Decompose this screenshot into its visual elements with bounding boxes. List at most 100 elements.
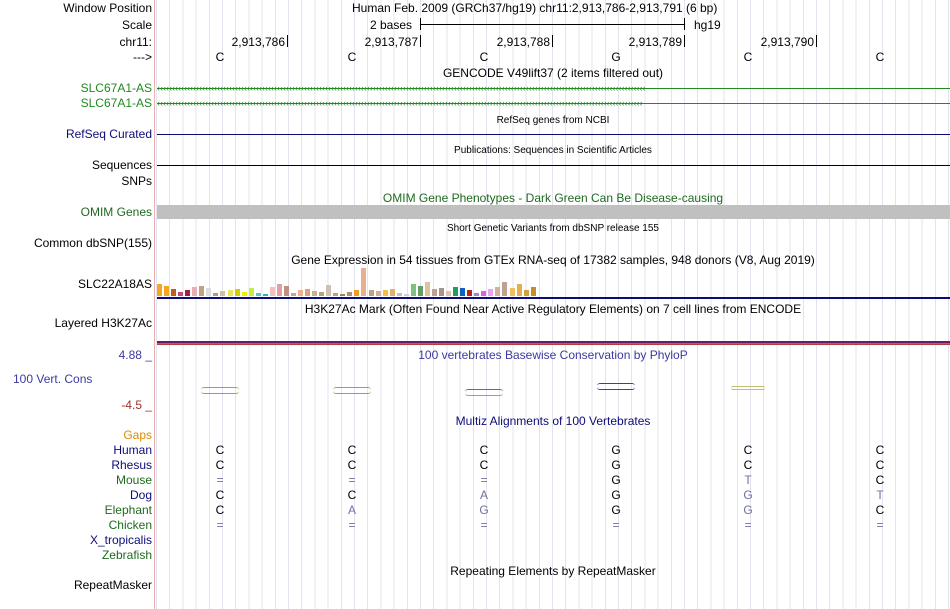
gtex-bar[interactable]: [509, 288, 515, 296]
gtex-bar[interactable]: [340, 294, 346, 296]
species-label[interactable]: Rhesus: [111, 458, 152, 472]
h3k27ac-label[interactable]: Layered H3K27Ac: [54, 316, 152, 330]
gtex-bar[interactable]: [227, 290, 233, 296]
gtex-bar-chart[interactable]: [157, 266, 557, 296]
snps-label[interactable]: SNPs: [121, 174, 152, 188]
gtex-bar[interactable]: [333, 293, 339, 296]
gtex-bar[interactable]: [283, 286, 289, 296]
gtex-bar[interactable]: [220, 291, 226, 296]
species-label[interactable]: Human: [113, 443, 152, 457]
species-label[interactable]: Zebrafish: [101, 548, 152, 562]
dbsnp-title: Short Genetic Variants from dbSNP releas…: [447, 223, 659, 234]
aligned-base: =: [612, 518, 620, 532]
gtex-bar[interactable]: [206, 288, 212, 296]
aligned-base: C: [347, 443, 357, 457]
refseq-line[interactable]: [157, 134, 950, 135]
gtex-bar[interactable]: [530, 287, 536, 296]
aligned-base: =: [216, 473, 224, 487]
gtex-bar[interactable]: [241, 292, 247, 296]
gtex-bar[interactable]: [361, 268, 367, 296]
gtex-bar[interactable]: [467, 290, 473, 296]
gtex-gene-line[interactable]: [157, 297, 950, 299]
sequences-label[interactable]: Sequences: [91, 158, 152, 172]
gtex-bar[interactable]: [439, 288, 444, 296]
gtex-bar[interactable]: [178, 292, 184, 296]
gtex-bar[interactable]: [424, 282, 430, 296]
gtex-bar[interactable]: [403, 294, 409, 296]
gtex-bar[interactable]: [523, 290, 529, 296]
gencode-item-1[interactable]: SLC67A1-AS: [80, 81, 152, 95]
cons-label[interactable]: 100 Vert. Cons: [13, 372, 93, 386]
omim-gene-bar[interactable]: [157, 205, 950, 219]
refseq-label[interactable]: RefSeq Curated: [65, 127, 152, 141]
gtex-bar[interactable]: [495, 287, 501, 296]
gtex-bar[interactable]: [431, 289, 437, 296]
gtex-bar[interactable]: [255, 293, 261, 296]
gtex-bar[interactable]: [354, 290, 360, 296]
species-label[interactable]: X_tropicalis: [89, 533, 152, 547]
h3k27ac-signal-3: [157, 344, 950, 345]
species-label[interactable]: Mouse: [115, 473, 152, 487]
gtex-bar[interactable]: [312, 291, 318, 296]
gtex-gene-label[interactable]: SLC22A18AS: [77, 277, 152, 291]
aligned-base: A: [479, 488, 488, 502]
gtex-bar[interactable]: [305, 289, 311, 296]
gtex-bar[interactable]: [347, 292, 353, 296]
gtex-bar[interactable]: [375, 291, 381, 296]
gtex-bar[interactable]: [516, 284, 522, 296]
gencode-gene-line-1[interactable]: [157, 88, 950, 89]
gtex-bar[interactable]: [417, 286, 423, 296]
gtex-bar[interactable]: [185, 290, 191, 296]
gtex-bar[interactable]: [157, 284, 162, 296]
gtex-bar[interactable]: [192, 287, 198, 296]
gtex-bar[interactable]: [290, 293, 296, 296]
aligned-base: T: [744, 473, 752, 487]
gtex-bar[interactable]: [460, 288, 466, 296]
gencode-strand-chevrons-1: ‹‹‹‹‹‹‹‹‹‹‹‹‹‹‹‹‹‹‹‹‹‹‹‹‹‹‹‹‹‹‹‹‹‹‹‹‹‹‹‹…: [157, 83, 646, 93]
gtex-bar[interactable]: [171, 289, 177, 296]
gencode-item-2[interactable]: SLC67A1-AS: [80, 96, 152, 110]
gtex-bar[interactable]: [474, 293, 480, 296]
gtex-bar[interactable]: [164, 286, 170, 296]
gtex-bar[interactable]: [368, 290, 374, 296]
gtex-bar[interactable]: [382, 290, 388, 296]
gtex-bar[interactable]: [213, 293, 219, 296]
gtex-bar[interactable]: [269, 287, 275, 296]
gtex-bar[interactable]: [262, 294, 268, 296]
gtex-bar[interactable]: [446, 291, 452, 296]
reference-base: C: [875, 50, 885, 64]
aligned-base: =: [480, 518, 488, 532]
gtex-bar[interactable]: [481, 291, 487, 296]
gencode-gene-line-2[interactable]: [157, 103, 950, 104]
window-position-value[interactable]: Human Feb. 2009 (GRCh37/hg19) chr11:2,91…: [352, 1, 718, 15]
aligned-base: G: [611, 443, 621, 457]
dbsnp-label[interactable]: Common dbSNP(155): [33, 236, 152, 250]
omim-label[interactable]: OMIM Genes: [80, 205, 152, 219]
aligned-base: C: [215, 503, 225, 517]
gtex-bar[interactable]: [488, 289, 494, 296]
gtex-bar[interactable]: [410, 284, 416, 296]
ruler-tick: [816, 35, 817, 47]
gtex-bar[interactable]: [234, 289, 240, 296]
sequences-line[interactable]: [157, 165, 950, 166]
gtex-bar[interactable]: [326, 285, 332, 296]
gtex-bar[interactable]: [298, 290, 303, 296]
gtex-bar[interactable]: [248, 288, 254, 296]
gaps-label: Gaps: [123, 428, 152, 442]
reference-base: C: [479, 50, 489, 64]
h3k27ac-signal-1: [157, 341, 950, 343]
species-label[interactable]: Chicken: [108, 518, 152, 532]
gtex-bar[interactable]: [276, 284, 282, 296]
species-label[interactable]: Dog: [129, 488, 152, 502]
gtex-bar[interactable]: [199, 286, 205, 296]
aligned-base: C: [743, 458, 753, 472]
gtex-bar[interactable]: [396, 293, 402, 296]
label-separator: [154, 0, 155, 609]
gtex-bar[interactable]: [502, 282, 508, 296]
gtex-bar[interactable]: [319, 292, 325, 296]
species-label[interactable]: Elephant: [104, 503, 152, 517]
aligned-base: C: [875, 458, 885, 472]
gtex-bar[interactable]: [389, 289, 395, 296]
gtex-bar[interactable]: [453, 287, 459, 296]
repeatmasker-label[interactable]: RepeatMasker: [73, 578, 152, 592]
